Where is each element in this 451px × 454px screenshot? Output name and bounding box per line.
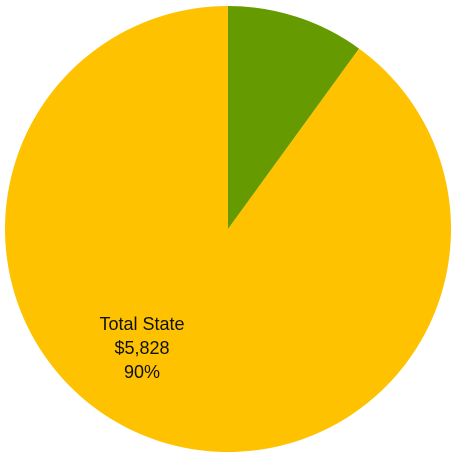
- pie-slice-1-label: Total State $5,828 90%: [99, 314, 184, 382]
- pie-slice-0: [228, 6, 360, 229]
- pie-slice-1-percent-text: 90%: [124, 362, 160, 382]
- pie-slice-1: [5, 6, 451, 452]
- pie-slice-1-amount-text: $5,828: [114, 338, 169, 358]
- pie-labels: Total State $5,828 90%: [99, 314, 184, 382]
- pie-slices: [5, 6, 451, 452]
- pie-slice-1-label-text: Total State: [99, 314, 184, 334]
